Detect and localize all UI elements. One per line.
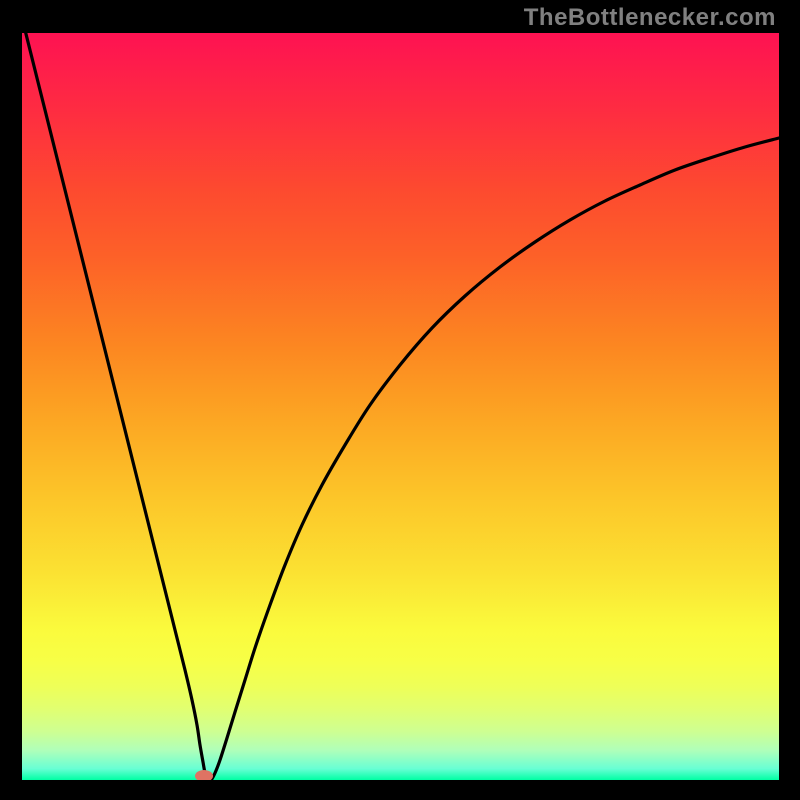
chart-stage: TheBottlenecker.com — [0, 0, 800, 800]
bottleneck-chart — [0, 0, 800, 800]
gradient-panel — [22, 33, 779, 780]
